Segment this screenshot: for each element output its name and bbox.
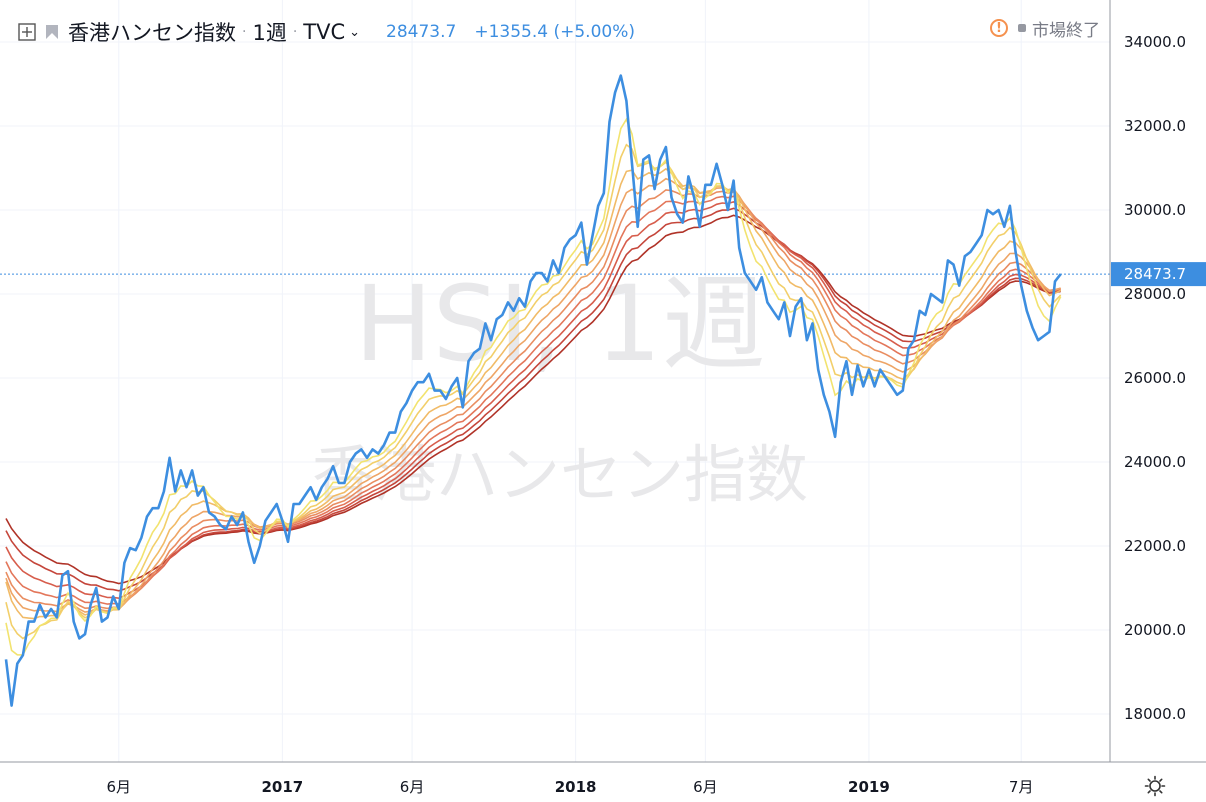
y-axis-labels: 18000.0 20000.0 22000.0 24000.0 26000.0 28000… (1124, 33, 1186, 723)
ema-ribbon-line (5, 201, 1061, 600)
settings-gear-icon[interactable] (1144, 775, 1166, 797)
price-change: +1355.4 (+5.00%) (474, 22, 636, 42)
price-series-layer (4, 74, 1062, 707)
x-tick-label: 6月 (107, 778, 132, 796)
market-status: ! 市場終了 (990, 16, 1100, 41)
y-tick-label: 22000.0 (1124, 537, 1186, 555)
interval-label[interactable]: 1週 (252, 21, 287, 45)
x-tick-label: 7月 (1009, 778, 1034, 796)
separator-dot: · (242, 24, 247, 40)
current-price-tag-box (1111, 262, 1206, 287)
ema-ribbon-line (5, 189, 1061, 610)
source-label[interactable]: TVC (303, 20, 346, 44)
axes-layer (0, 0, 1206, 763)
x-tick-label: 2017 (261, 778, 303, 796)
separator-dot: · (292, 24, 298, 40)
expand-icon[interactable] (18, 23, 36, 41)
y-tick-label: 26000.0 (1124, 369, 1186, 387)
y-tick-label: 30000.0 (1124, 201, 1186, 219)
y-tick-label: 24000.0 (1124, 453, 1186, 471)
x-axis-labels: 6月 2017 6月 2018 6月 2019 7月 (107, 778, 1034, 796)
market-status-label: 市場終了 (1032, 20, 1100, 41)
ema-ribbon-line (5, 195, 1061, 605)
last-price: 28473.7 (386, 22, 457, 42)
status-square-icon (1018, 24, 1026, 32)
symbol-title[interactable]: 香港ハンセン指数 (68, 21, 236, 45)
y-tick-label: 34000.0 (1124, 33, 1186, 51)
ema-ribbon-line (5, 167, 1062, 620)
chevron-down-icon[interactable]: ⌄ (349, 24, 361, 40)
ema-ribbon-line (5, 177, 1061, 613)
symbol-header: 香港ハンセン指数 · 1週 · TVC ⌄ 28473.7 +1355.4 (+… (18, 16, 635, 48)
x-tick-label: 6月 (400, 778, 425, 796)
warning-icon[interactable]: ! (990, 19, 1008, 37)
y-tick-label: 32000.0 (1124, 117, 1186, 135)
y-tick-label: 18000.0 (1124, 705, 1186, 723)
flag-icon[interactable] (44, 24, 60, 40)
x-tick-label: 2019 (848, 778, 890, 796)
ema-ribbon-line (5, 207, 1061, 592)
current-price-tag: 28473.7 (1111, 262, 1206, 287)
grid-layer (0, 0, 1110, 762)
x-tick-label: 6月 (693, 778, 718, 796)
hsi-price-line (4, 74, 1062, 707)
y-tick-label: 28000.0 (1124, 285, 1186, 303)
current-price-tag-label: 28473.7 (1124, 265, 1186, 283)
x-tick-label: 2018 (555, 778, 597, 796)
y-tick-label: 20000.0 (1124, 621, 1186, 639)
